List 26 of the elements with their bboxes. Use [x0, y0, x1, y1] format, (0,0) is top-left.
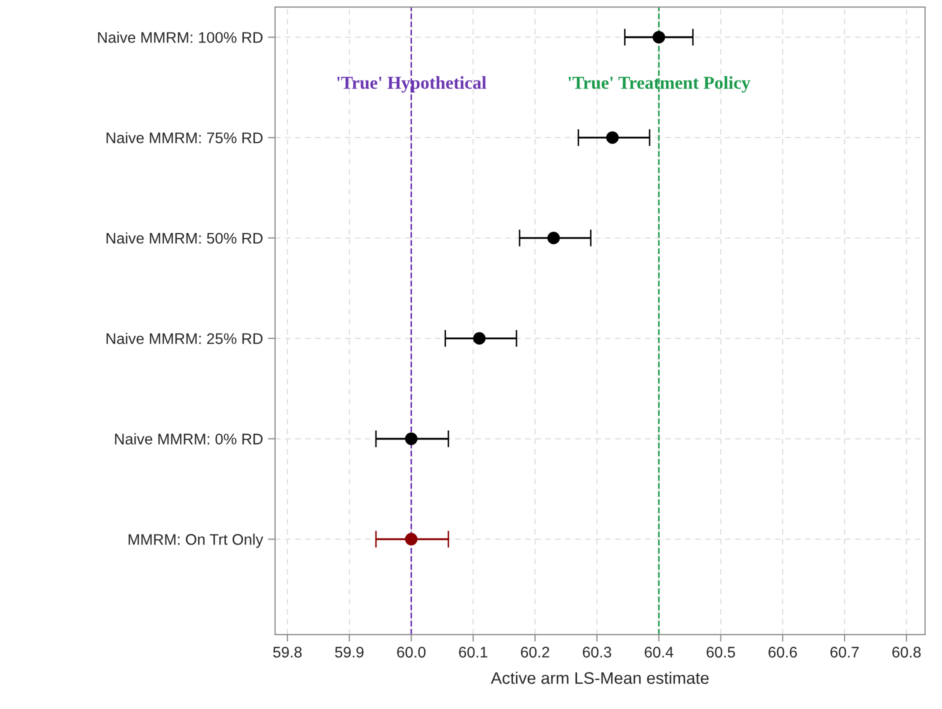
y-tick-label: Naive MMRM: 25% RD	[106, 332, 263, 344]
y-tick-label: Naive MMRM: 50% RD	[106, 232, 263, 244]
point	[606, 131, 619, 144]
point	[473, 332, 486, 345]
y-tick-label: Naive MMRM: 75% RD	[106, 132, 263, 144]
point	[547, 232, 560, 244]
x-tick-label: 59.9	[335, 646, 364, 658]
x-tick-label: 60.6	[768, 646, 797, 658]
x-tick-label: 60.5	[706, 646, 735, 658]
x-tick-label: 59.8	[273, 646, 302, 658]
x-tick-label: 60.0	[397, 646, 426, 658]
x-tick-label: 60.1	[459, 646, 488, 658]
y-tick-label: Naive MMRM: 0% RD	[115, 433, 263, 444]
x-tick-label: 60.3	[582, 646, 612, 658]
ref-line-label: 'True' Hypothetical	[337, 76, 486, 93]
x-tick-label: 60.7	[830, 646, 859, 658]
x-tick-label: 60.4	[644, 646, 674, 658]
x-axis-title: Active arm LS-Mean estimate	[490, 672, 709, 684]
y-tick-label: Naive MMRM: 100% RD	[98, 32, 263, 43]
x-tick-label: 60.8	[892, 646, 921, 658]
point	[405, 432, 418, 446]
ref-line-label: 'True' Treatment Policy	[568, 76, 750, 93]
point	[405, 532, 418, 546]
x-tick-label: 60.2	[520, 646, 550, 658]
point	[652, 30, 666, 44]
y-tick-label: MMRM: On Trt Only	[128, 534, 264, 548]
